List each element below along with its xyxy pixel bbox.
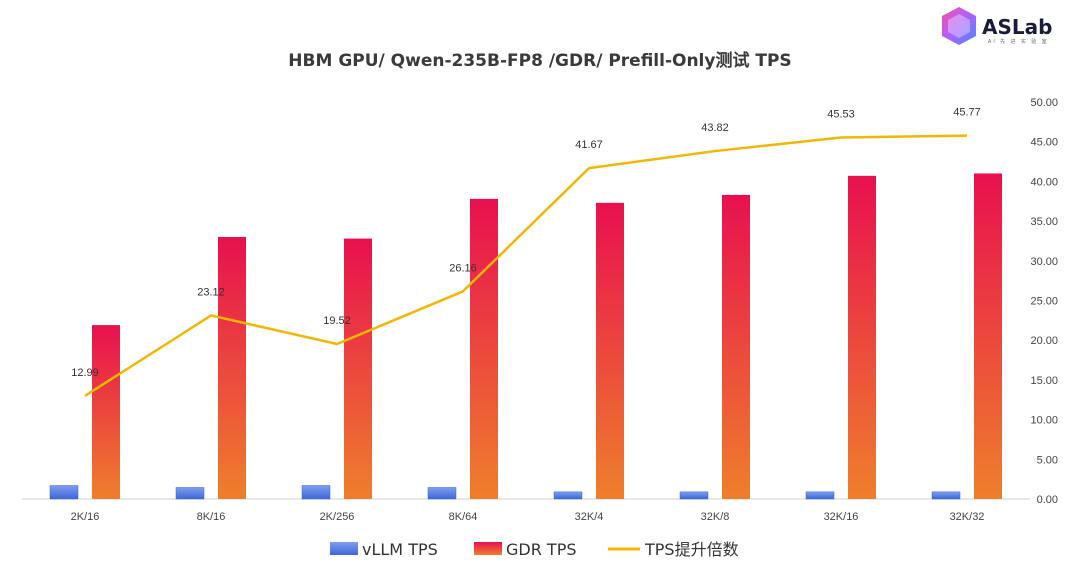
legend-item-tps-ratio: TPS提升倍数 <box>608 540 739 559</box>
vllm-bar <box>49 485 79 500</box>
y-tick-label: 20.00 <box>1030 335 1058 347</box>
legend: vLLM TPS GDR TPS TPS提升倍数 <box>330 540 739 559</box>
gdr-bar <box>344 238 372 499</box>
gdr-bar <box>848 175 876 500</box>
tps-ratio-line <box>84 134 968 397</box>
y-tick-label: 0.00 <box>1037 494 1058 506</box>
gdr-bar <box>974 173 1002 499</box>
x-tick-label: 2K/16 <box>71 511 100 523</box>
logo-subtitle: AI 先 进 实 验 室 <box>988 38 1049 45</box>
x-tick-label: 32K/16 <box>824 511 859 523</box>
legend-label-tps-ratio: TPS提升倍数 <box>644 540 739 559</box>
legend-item-vllm: vLLM TPS <box>330 540 438 559</box>
x-tick-label: 8K/16 <box>197 511 226 523</box>
vllm-bar <box>175 487 205 500</box>
tps-ratio-data-label: 45.53 <box>827 108 855 120</box>
logo-text: ASLab <box>982 15 1052 39</box>
logo-icon <box>942 7 976 45</box>
y-tick-label: 10.00 <box>1030 415 1058 427</box>
x-tick-label: 8K/64 <box>449 511 478 523</box>
tps-ratio-data-label: 41.67 <box>575 139 603 151</box>
tps-ratio-data-label: 45.77 <box>953 107 981 119</box>
vllm-bar <box>553 491 583 500</box>
y-tick-label: 30.00 <box>1030 256 1058 268</box>
tps-ratio-labels: 12.99 23.12 19.52 26.16 41.67 43.82 45.53 45.77 <box>71 107 981 379</box>
gdr-bar <box>92 325 120 499</box>
vllm-series <box>49 485 961 500</box>
aslab-logo: ASLab AI 先 进 实 验 室 <box>942 7 1052 45</box>
x-tick-label: 2K/256 <box>320 511 355 523</box>
y-tick-label: 35.00 <box>1030 216 1058 228</box>
y-axis: 0.00 5.00 10.00 15.00 20.00 25.00 30.00 35.00 40… <box>1030 97 1058 506</box>
y-tick-label: 25.00 <box>1030 296 1058 308</box>
chart-title: HBM GPU/ Qwen-235B-FP8 /GDR/ Prefill-Onl… <box>288 50 791 71</box>
vllm-bar <box>679 491 709 500</box>
y-tick-label: 5.00 <box>1037 454 1058 466</box>
legend-item-gdr: GDR TPS <box>474 540 577 559</box>
legend-swatch-gdr <box>474 542 502 555</box>
y-tick-label: 15.00 <box>1030 375 1058 387</box>
legend-label-vllm: vLLM TPS <box>362 540 438 559</box>
y-tick-label: 50.00 <box>1030 97 1058 109</box>
x-tick-label: 32K/4 <box>575 511 604 523</box>
y-tick-label: 40.00 <box>1030 176 1058 188</box>
x-axis: 2K/16 8K/16 2K/256 8K/64 32K/4 32K/8 32K/16 32K… <box>71 511 985 523</box>
gdr-bar <box>722 194 750 499</box>
legend-label-gdr: GDR TPS <box>506 540 577 559</box>
tps-ratio-data-label: 23.12 <box>197 286 225 298</box>
tps-ratio-data-label: 12.99 <box>71 367 99 379</box>
gdr-bar <box>596 202 624 499</box>
tps-ratio-data-label: 19.52 <box>323 315 351 327</box>
gdr-series <box>92 173 1002 500</box>
x-tick-label: 32K/32 <box>950 511 985 523</box>
vllm-bar <box>427 487 457 500</box>
x-tick-label: 32K/8 <box>701 511 730 523</box>
vllm-bar <box>301 485 331 500</box>
tps-ratio-data-label: 43.82 <box>701 122 729 134</box>
tps-ratio-data-label: 26.16 <box>449 262 477 274</box>
gdr-bar <box>470 198 498 500</box>
y-tick-label: 45.00 <box>1030 137 1058 149</box>
tps-ratio-series <box>84 134 968 397</box>
gdr-bar <box>218 236 246 500</box>
vllm-bar <box>931 491 961 500</box>
legend-swatch-vllm <box>330 542 358 555</box>
vllm-bar <box>805 491 835 500</box>
